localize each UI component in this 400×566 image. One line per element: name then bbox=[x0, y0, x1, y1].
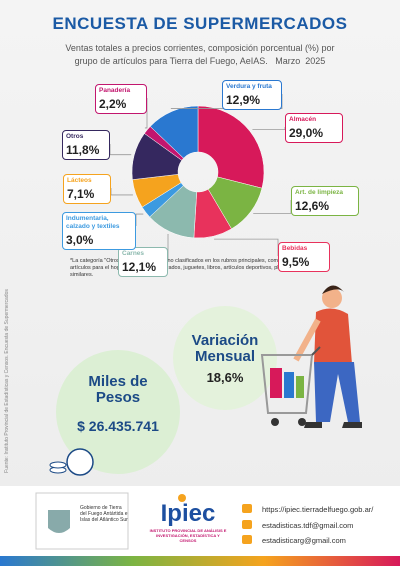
leader-line bbox=[135, 213, 144, 226]
value-label: 29,0% bbox=[289, 126, 324, 140]
illustration bbox=[260, 285, 362, 428]
data-label: Otros 11,8% bbox=[62, 130, 110, 160]
circle-bg bbox=[56, 350, 180, 474]
donut-segment bbox=[149, 105, 199, 159]
data-label: Lácteos 7,1% bbox=[63, 174, 111, 204]
icon bbox=[242, 535, 252, 544]
contact[interactable]: estadisticarg@gmail.com bbox=[262, 536, 346, 545]
data-label: Panadería 2,2% bbox=[95, 84, 147, 114]
circle-bg bbox=[173, 306, 277, 410]
category-label: Indumentaria, calzado y textiles bbox=[66, 215, 120, 230]
source: Fuente: Instituto Provincial de Estadíst… bbox=[4, 289, 10, 473]
category-label: Art. de limpieza bbox=[295, 189, 344, 196]
leader-line bbox=[253, 200, 292, 214]
contact[interactable]: https://ipiec.tierradelfuego.gob.ar/ bbox=[262, 505, 374, 514]
value-label: 7,1% bbox=[67, 187, 95, 201]
data-label: Art. de limpieza 12,6% bbox=[291, 186, 359, 216]
value-label: 12,1% bbox=[122, 260, 157, 274]
indicator-value: 18,6% bbox=[206, 370, 244, 385]
leader-line bbox=[110, 188, 133, 196]
category-label: Verdura y fruta bbox=[226, 83, 272, 90]
value-label: 9,5% bbox=[282, 255, 310, 269]
value-label: 12,6% bbox=[295, 199, 330, 213]
contact[interactable]: estadisticas.tdf@gmail.com bbox=[262, 521, 354, 530]
logo: Ipiec bbox=[160, 500, 216, 527]
data-label: Almacén 29,0% bbox=[285, 113, 343, 143]
government: Gobierno de Tierra del Fuego Antártida e… bbox=[80, 505, 128, 523]
logo-dot bbox=[178, 494, 186, 502]
category-label: Lácteos bbox=[67, 177, 92, 184]
donut-segment bbox=[197, 105, 265, 189]
data-label: Indumentaria, calzado y textiles 3,0% bbox=[62, 212, 136, 250]
money-icon bbox=[49, 448, 94, 476]
category-label: Almacén bbox=[289, 116, 317, 123]
title: ENCUESTA DE SUPERMERCADOS bbox=[52, 14, 348, 33]
leader-line bbox=[170, 94, 283, 109]
value-label: 11,8% bbox=[66, 143, 100, 157]
data-label: Carnes 12,1% bbox=[118, 247, 168, 277]
subtitle: Ventas totales a precios corrientes, com… bbox=[65, 43, 338, 66]
value-label: 12,9% bbox=[226, 93, 261, 107]
data-label: Bebidas 9,5% bbox=[278, 242, 330, 272]
icon bbox=[242, 520, 252, 529]
note: *La categoría "Otros" incluye productos … bbox=[70, 258, 314, 278]
value-label: 3,0% bbox=[66, 233, 94, 247]
icon bbox=[242, 504, 252, 513]
leader-line bbox=[214, 238, 279, 256]
indicator-value: $ 26.435.741 bbox=[77, 418, 159, 434]
stripe bbox=[0, 556, 400, 566]
leader-line bbox=[144, 98, 148, 129]
institute: INSTITUTO PROVINCIAL DE ANÁLISIS E INVES… bbox=[149, 528, 227, 543]
value-label: 2,2% bbox=[99, 97, 127, 111]
crest bbox=[48, 510, 70, 533]
data-label: Verdura y fruta 12,9% bbox=[222, 80, 282, 110]
indicator-label: Variación Mensual bbox=[191, 332, 259, 365]
gov-box bbox=[35, 492, 129, 550]
leader-line bbox=[109, 144, 132, 156]
indicator-label: Miles de Pesos bbox=[88, 373, 148, 406]
category-label: Carnes bbox=[122, 250, 145, 257]
category-label: Otros bbox=[66, 133, 84, 140]
leader-line bbox=[252, 127, 286, 131]
category-label: Bebidas bbox=[282, 245, 308, 252]
category-label: Panadería bbox=[99, 87, 131, 94]
